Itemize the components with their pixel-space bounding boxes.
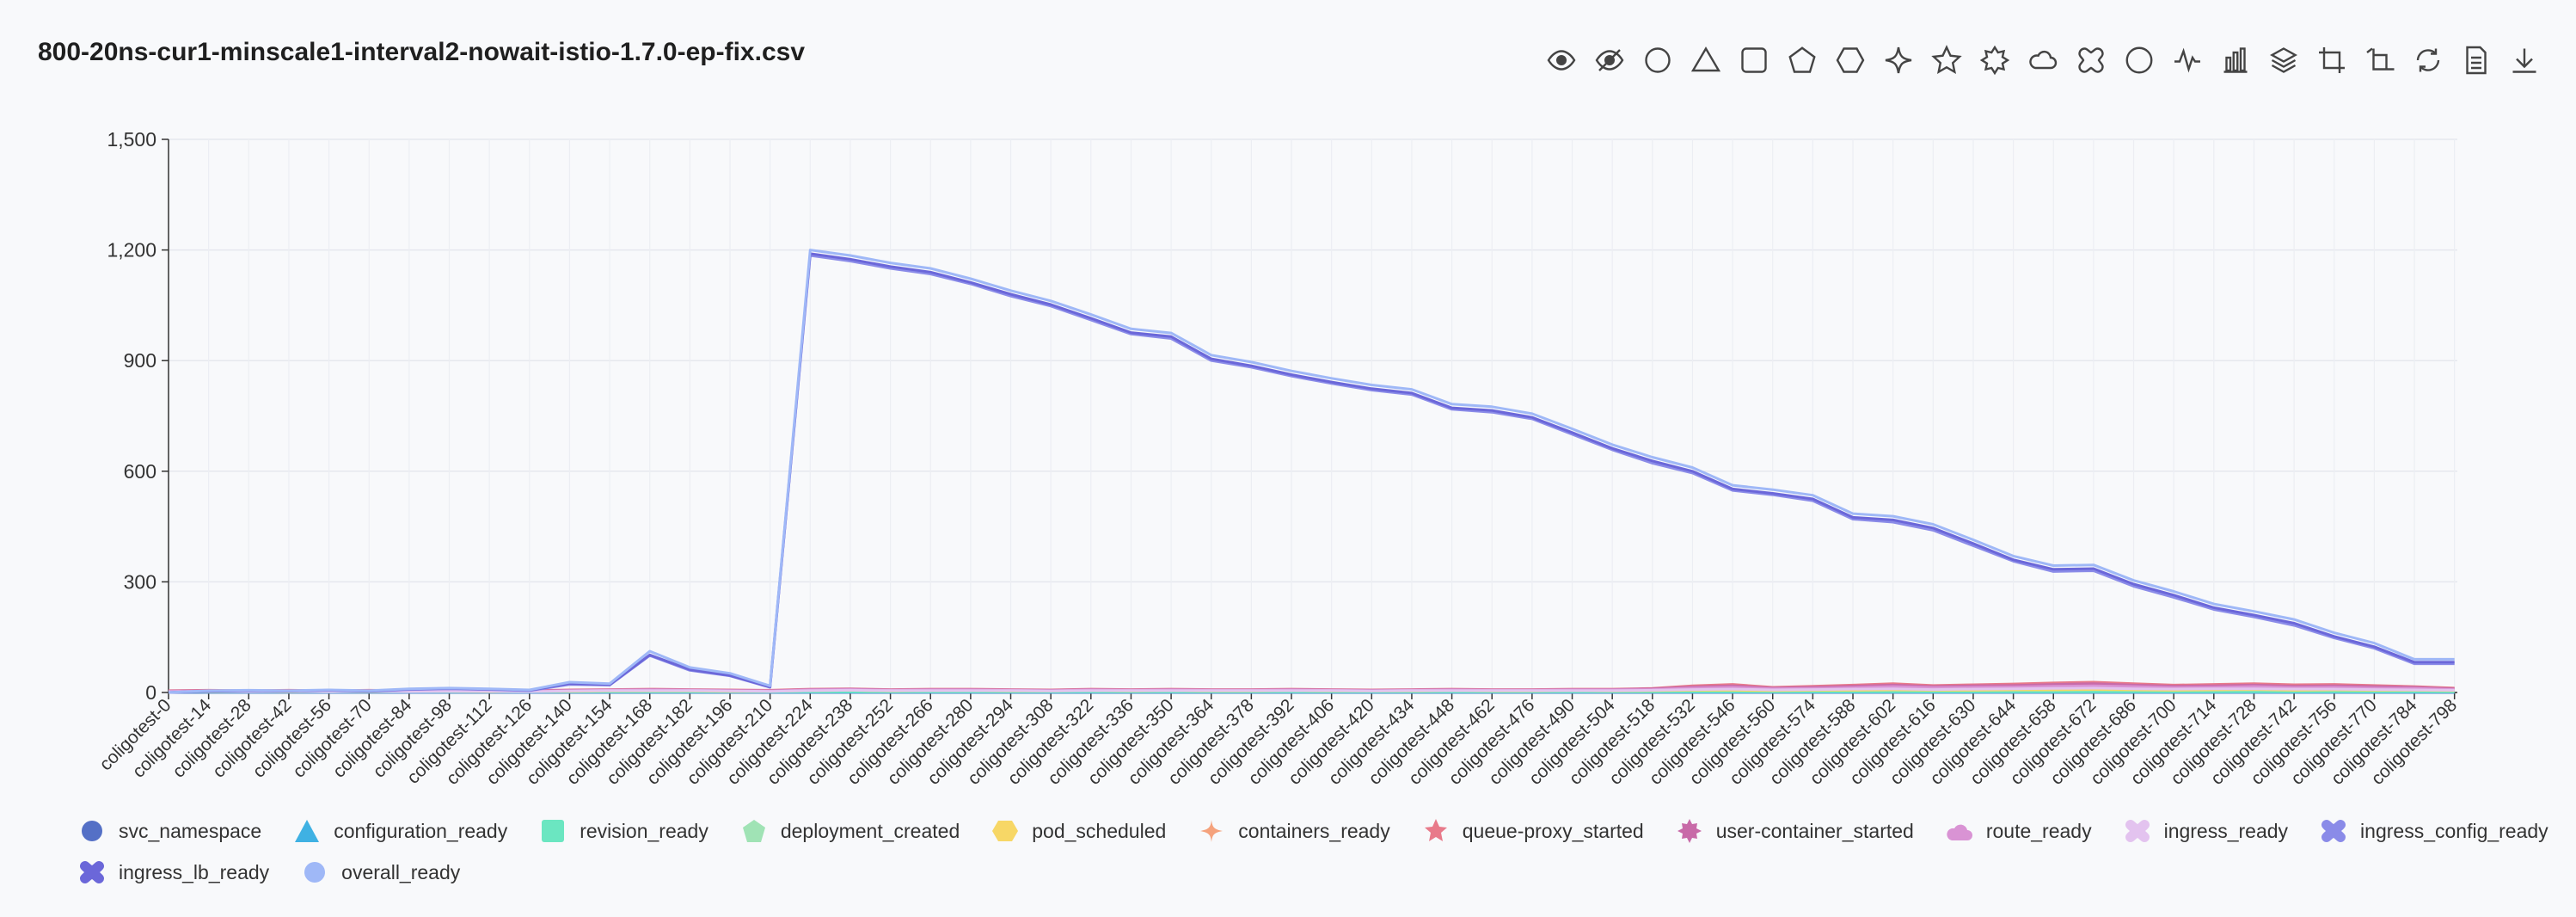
legend-label: ingress_config_ready xyxy=(2360,819,2548,842)
x-axis: coligotest-0coligotest-14coligotest-28co… xyxy=(95,692,2461,789)
sparkle-legend-icon xyxy=(1197,818,1226,844)
y-tick-label: 300 xyxy=(124,570,156,593)
burst-symbol-icon[interactable] xyxy=(1978,43,2012,77)
line-chart-icon[interactable] xyxy=(2170,43,2205,77)
rect-symbol-icon[interactable] xyxy=(1737,43,1771,77)
y-tick-label: 1,200 xyxy=(107,239,156,262)
chart-toolbar xyxy=(1544,43,2542,77)
legend-label: ingress_ready xyxy=(2163,819,2289,842)
chart-title: 800-20ns-cur1-minscale1-interval2-nowait… xyxy=(38,38,806,66)
legend-item-svc-namespace[interactable]: svc_namespace xyxy=(77,817,261,845)
star-symbol-icon[interactable] xyxy=(1929,43,1964,77)
y-tick-label: 0 xyxy=(145,681,156,704)
download-icon[interactable] xyxy=(2507,43,2542,77)
legend-item-ingress-lb-ready[interactable]: ingress_lb_ready xyxy=(77,859,269,886)
legend-item-overall-ready[interactable]: overall_ready xyxy=(300,859,460,886)
burst-legend-icon xyxy=(1675,818,1704,844)
empty-circle-symbol-icon[interactable] xyxy=(2122,43,2156,77)
legend-label: containers_ready xyxy=(1238,819,1390,842)
legend-label: pod_scheduled xyxy=(1032,819,1167,842)
rect-legend-icon xyxy=(538,818,567,844)
star-legend-icon xyxy=(1421,818,1451,844)
circle-legend-icon xyxy=(300,859,329,885)
legend-item-ingress-ready[interactable]: ingress_ready xyxy=(2123,817,2288,845)
cloud-legend-icon xyxy=(1945,818,1974,844)
legend-label: revision_ready xyxy=(580,819,708,842)
legend-item-pod-scheduled[interactable]: pod_scheduled xyxy=(991,817,1166,845)
hide-all-icon[interactable] xyxy=(1592,43,1627,77)
cloud-symbol-icon[interactable] xyxy=(2026,43,2060,77)
legend-item-route-ready[interactable]: route_ready xyxy=(1945,817,2092,845)
hexagon-legend-icon xyxy=(991,818,1020,844)
pentagon-symbol-icon[interactable] xyxy=(1785,43,1819,77)
legend-item-revision-ready[interactable]: revision_ready xyxy=(538,817,708,845)
undo-zoom-icon[interactable] xyxy=(2363,43,2397,77)
legend-label: configuration_ready xyxy=(334,819,508,842)
grid xyxy=(168,138,2457,693)
restore-icon[interactable] xyxy=(2411,43,2445,77)
series-group xyxy=(168,249,2455,694)
cross-legend-icon xyxy=(77,859,107,885)
series-line-ingress-ready xyxy=(168,686,2455,693)
series-line-overall-ready xyxy=(168,249,2455,694)
legend-item-user-container-started[interactable]: user-container_started xyxy=(1675,817,1914,845)
bar-chart-icon[interactable] xyxy=(2218,43,2253,77)
series-line-ingress-lb-ready xyxy=(168,252,2455,694)
legend-item-queue-proxy-started[interactable]: queue-proxy_started xyxy=(1421,817,1644,845)
chart-legend: svc_namespace configuration_ready revision… xyxy=(77,817,2554,886)
triangle-legend-icon xyxy=(292,818,322,844)
legend-label: deployment_created xyxy=(780,819,960,842)
cross-soft-legend-icon xyxy=(2123,818,2152,844)
legend-label: ingress_lb_ready xyxy=(119,860,270,883)
legend-label: svc_namespace xyxy=(119,819,262,842)
circle-symbol-icon[interactable] xyxy=(1641,43,1675,77)
data-view-icon[interactable] xyxy=(2459,43,2493,77)
legend-item-containers-ready[interactable]: containers_ready xyxy=(1197,817,1390,845)
hexagon-symbol-icon[interactable] xyxy=(1833,43,1868,77)
legend-item-ingress-config-ready[interactable]: ingress_config_ready xyxy=(2319,817,2548,845)
y-axis: 0 300 600 900 1,200 1,500 xyxy=(107,128,169,704)
circle-legend-icon xyxy=(77,818,107,844)
series-line-ingress-config-ready xyxy=(168,254,2455,694)
legend-label: overall_ready xyxy=(341,860,461,883)
stack-icon[interactable] xyxy=(2266,43,2301,77)
sparkle-symbol-icon[interactable] xyxy=(1881,43,1916,77)
y-tick-label: 900 xyxy=(124,349,156,372)
pentagon-legend-icon xyxy=(739,818,769,844)
legend-item-configuration-ready[interactable]: configuration_ready xyxy=(292,817,507,845)
y-tick-label: 1,500 xyxy=(107,128,156,151)
legend-item-deployment-created[interactable]: deployment_created xyxy=(739,817,960,845)
legend-label: queue-proxy_started xyxy=(1462,819,1644,842)
y-tick-label: 600 xyxy=(124,460,156,483)
cross-symbol-icon[interactable] xyxy=(2074,43,2108,77)
legend-label: route_ready xyxy=(1985,819,2092,842)
triangle-symbol-icon[interactable] xyxy=(1689,43,1723,77)
legend-label: user-container_started xyxy=(1715,819,1914,842)
crop-icon[interactable] xyxy=(2315,43,2349,77)
show-all-icon[interactable] xyxy=(1544,43,1579,77)
cross-legend-icon xyxy=(2319,818,2348,844)
